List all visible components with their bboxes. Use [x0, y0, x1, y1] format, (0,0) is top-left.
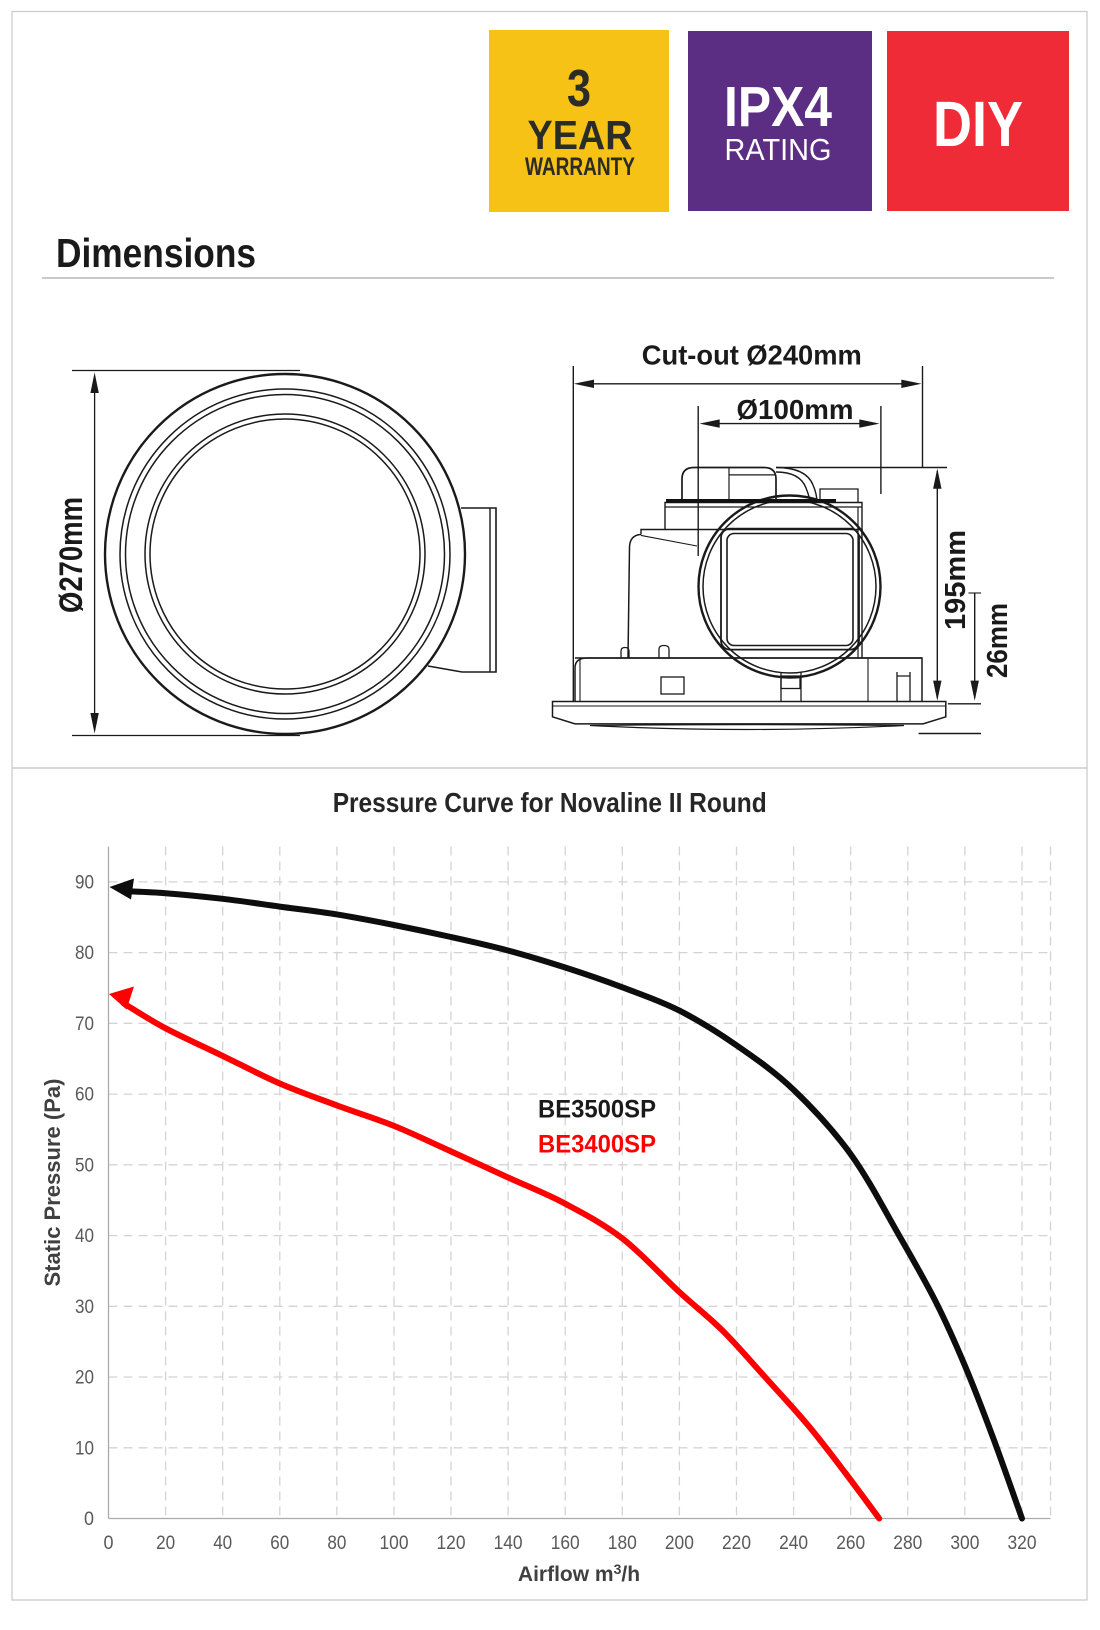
svg-text:10: 10 — [75, 1437, 94, 1459]
svg-text:240: 240 — [779, 1532, 808, 1554]
svg-text:80: 80 — [327, 1532, 346, 1554]
svg-text:Static Pressure (Pa): Static Pressure (Pa) — [40, 1079, 65, 1287]
svg-text:140: 140 — [494, 1532, 523, 1554]
svg-text:26mm: 26mm — [982, 603, 1014, 678]
svg-text:40: 40 — [75, 1225, 94, 1247]
svg-text:Dimensions: Dimensions — [56, 230, 256, 276]
svg-text:20: 20 — [156, 1532, 175, 1554]
svg-text:20: 20 — [75, 1367, 94, 1389]
svg-text:Ø270mm: Ø270mm — [53, 497, 89, 613]
svg-text:Pressure Curve for Novaline II: Pressure Curve for Novaline II Round — [333, 787, 767, 818]
svg-text:3: 3 — [567, 60, 591, 118]
svg-text:200: 200 — [665, 1532, 694, 1554]
svg-text:Cut-out Ø240mm: Cut-out Ø240mm — [642, 340, 862, 371]
svg-text:40: 40 — [213, 1532, 232, 1554]
svg-text:30: 30 — [75, 1296, 94, 1318]
svg-text:0: 0 — [104, 1532, 114, 1554]
svg-text:80: 80 — [75, 942, 94, 964]
svg-text:RATING: RATING — [725, 132, 832, 167]
svg-text:0: 0 — [84, 1508, 94, 1530]
svg-text:280: 280 — [893, 1532, 922, 1554]
svg-text:50: 50 — [75, 1154, 94, 1176]
svg-text:320: 320 — [1008, 1532, 1037, 1554]
svg-text:160: 160 — [551, 1532, 580, 1554]
svg-text:180: 180 — [608, 1532, 637, 1554]
svg-text:Ø100mm: Ø100mm — [737, 394, 854, 425]
svg-text:70: 70 — [75, 1013, 94, 1035]
svg-text:Airflow m3/h: Airflow m3/h — [518, 1561, 640, 1586]
svg-text:IPX4: IPX4 — [724, 75, 832, 139]
svg-text:260: 260 — [836, 1532, 865, 1554]
svg-text:WARRANTY: WARRANTY — [525, 153, 635, 181]
svg-text:300: 300 — [950, 1532, 979, 1554]
svg-text:120: 120 — [437, 1532, 466, 1554]
svg-text:60: 60 — [270, 1532, 289, 1554]
svg-text:DIY: DIY — [933, 88, 1023, 160]
svg-text:220: 220 — [722, 1532, 751, 1554]
svg-text:YEAR: YEAR — [528, 112, 633, 158]
svg-text:90: 90 — [75, 871, 94, 893]
svg-text:BE3400SP: BE3400SP — [538, 1131, 656, 1159]
svg-text:60: 60 — [75, 1084, 94, 1106]
svg-text:100: 100 — [380, 1532, 409, 1554]
svg-text:195mm: 195mm — [940, 530, 972, 630]
svg-text:BE3500SP: BE3500SP — [538, 1096, 656, 1124]
